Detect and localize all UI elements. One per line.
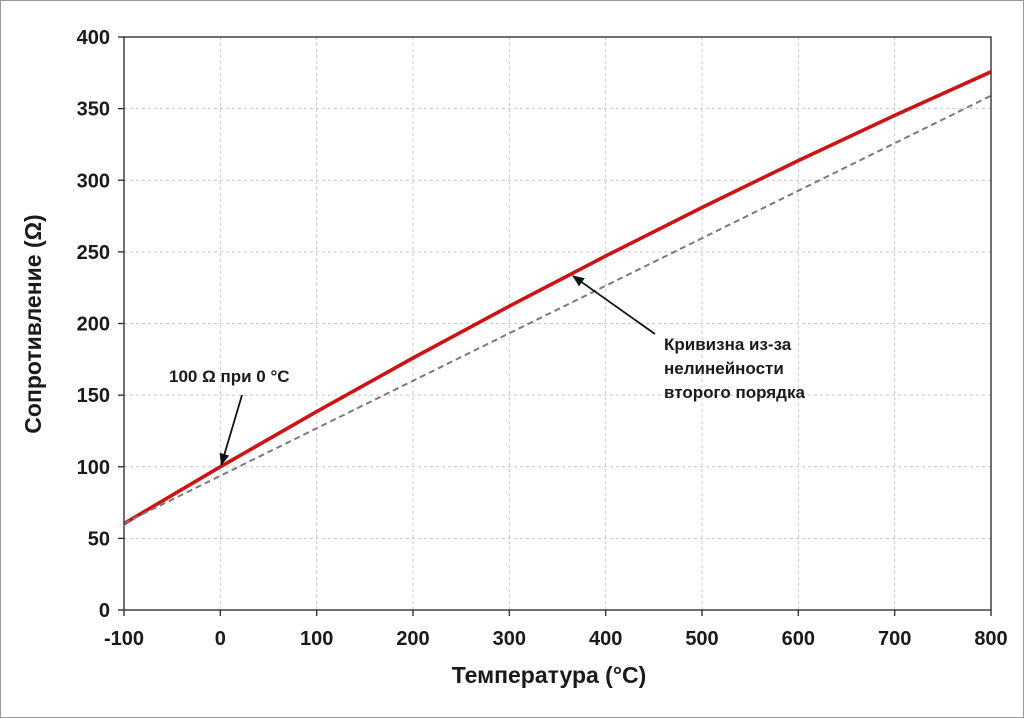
x-tick-label: 800 <box>974 628 1007 650</box>
y-tick-label: 100 <box>77 457 110 479</box>
series-group <box>123 70 992 526</box>
resistance-curve-line <box>123 70 992 526</box>
y-tick-label: 200 <box>77 314 110 336</box>
annotations: 100 Ω при 0 °C Кривизна из-за нелинейности… <box>169 275 805 466</box>
y-tick-label: 350 <box>77 99 110 121</box>
x-tick-label: 100 <box>300 628 333 650</box>
x-tick-label: 200 <box>396 628 429 650</box>
annotation-arrow-curvature <box>572 275 656 335</box>
x-tick-label: 0 <box>215 628 226 650</box>
y-tick-label: 50 <box>88 528 110 550</box>
x-tick-label: 600 <box>782 628 815 650</box>
y-tick-label: 400 <box>77 27 110 49</box>
x-tick-label: 500 <box>685 628 718 650</box>
annotation-curvature-line: нелинейности <box>664 359 784 378</box>
x-axis-label: Температура (°C) <box>452 662 647 688</box>
x-tick-label: 400 <box>589 628 622 650</box>
x-tick-label: 700 <box>878 628 911 650</box>
x-tick-label: 300 <box>493 628 526 650</box>
tick-labels: -100 0 100 200 300 400 500 600 700 800 0 50 100 150 20… <box>77 27 1008 650</box>
annotation-curvature-line: Кривизна из-за <box>664 335 792 354</box>
annotation-curvature-line: второго порядка <box>664 383 805 402</box>
annotation-100-ohm: 100 Ω при 0 °C <box>169 367 290 386</box>
y-tick-label: 300 <box>77 170 110 192</box>
annotation-curvature: Кривизна из-за нелинейности второго порядк… <box>664 335 805 402</box>
x-tick-label: -100 <box>104 628 144 650</box>
grid <box>124 37 991 610</box>
axes <box>118 36 992 616</box>
y-tick-label: 250 <box>77 242 110 264</box>
annotation-arrow-100-ohm <box>219 394 243 466</box>
linear-reference-line <box>123 94 992 525</box>
y-tick-label: 0 <box>99 600 110 622</box>
y-tick-label: 150 <box>77 385 110 407</box>
y-axis-label: Сопротивление (Ω) <box>20 214 46 433</box>
